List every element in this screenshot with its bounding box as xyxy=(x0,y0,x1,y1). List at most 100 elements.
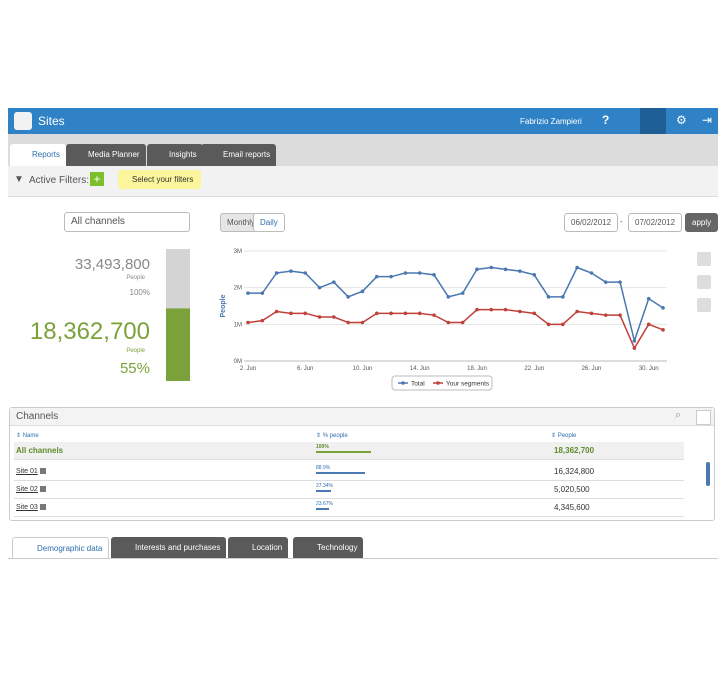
channel-select[interactable]: All channels xyxy=(64,212,190,232)
channel-name[interactable]: Site 03 xyxy=(16,504,38,511)
data-point xyxy=(260,318,265,323)
list-icon[interactable] xyxy=(696,410,711,425)
column-name: Name xyxy=(22,433,39,439)
add-filter[interactable]: + xyxy=(90,172,104,186)
table-row: Site 01 88.9% 16,324,800 xyxy=(14,463,684,481)
data-point xyxy=(446,295,451,299)
column-header[interactable]: ⇕ Name xyxy=(16,433,39,439)
data-point xyxy=(575,265,579,270)
print-icon[interactable] xyxy=(697,252,711,266)
period-button[interactable]: Daily xyxy=(253,213,285,232)
data-point xyxy=(518,269,522,273)
data-point xyxy=(546,295,551,299)
data-point xyxy=(503,307,508,312)
column-header[interactable]: ⇕ People xyxy=(551,433,577,439)
settings-icon[interactable]: ⚙ xyxy=(676,113,687,127)
column-name: % people xyxy=(322,433,348,439)
date-to[interactable]: 07/02/2012 xyxy=(628,213,682,232)
data-point xyxy=(589,271,594,275)
channel-name[interactable]: Site 02 xyxy=(16,486,38,493)
tab[interactable]: Insights xyxy=(147,144,203,166)
total-share: 100% xyxy=(129,288,150,297)
x-tick-label: 22. Jun xyxy=(524,366,544,372)
percent-bar xyxy=(316,451,371,453)
data-point xyxy=(532,273,537,277)
help-icon[interactable]: ? xyxy=(602,113,610,127)
date-from[interactable]: 06/02/2012 xyxy=(564,213,618,232)
data-point xyxy=(460,320,465,325)
expand-icon xyxy=(40,486,46,492)
channel-name[interactable]: All channels xyxy=(16,446,64,455)
bottom-tab[interactable]: Demographic data xyxy=(12,537,110,559)
percent-label: 88.9% xyxy=(316,465,331,471)
column-name: People xyxy=(557,433,577,439)
bottom-tab[interactable]: Interests and purchases xyxy=(111,537,227,558)
export-icon[interactable] xyxy=(697,298,711,312)
data-point xyxy=(532,311,537,316)
apply-button[interactable]: apply xyxy=(685,213,719,232)
data-point xyxy=(403,311,408,316)
logout-icon[interactable]: ⇥ xyxy=(702,113,713,127)
y-tick-label: 2M xyxy=(234,286,242,292)
data-point xyxy=(503,267,508,272)
data-point xyxy=(575,309,579,314)
x-tick-label: 2. Jun xyxy=(240,366,256,372)
scrollbar[interactable] xyxy=(706,462,710,486)
people-value: 16,324,800 xyxy=(554,467,595,476)
bottom-panel xyxy=(8,558,718,573)
mail-icon[interactable] xyxy=(697,275,711,289)
data-point xyxy=(475,307,479,312)
bottom-tab[interactable]: Location xyxy=(228,537,289,558)
data-point xyxy=(246,291,250,295)
y-axis-title: People xyxy=(220,294,227,317)
data-point xyxy=(661,328,665,332)
legend-marker xyxy=(436,381,440,385)
x-tick-label: 18. Jun xyxy=(467,366,487,372)
filter-bar: ▼ Active Filters: + Select your filters xyxy=(8,166,718,197)
gauge-fill xyxy=(166,308,190,381)
data-point xyxy=(661,306,665,310)
data-point xyxy=(346,320,350,325)
data-point xyxy=(632,346,637,350)
data-point xyxy=(603,313,608,317)
data-point xyxy=(546,322,551,327)
share-gauge xyxy=(166,249,190,381)
panel-title: Channels xyxy=(16,411,59,422)
data-point xyxy=(317,315,322,319)
y-tick-label: 1M xyxy=(234,322,242,328)
tab[interactable]: Media Planner xyxy=(66,144,146,166)
filter-icon: ▼ xyxy=(14,174,24,185)
data-point xyxy=(317,285,322,290)
data-point xyxy=(589,311,594,316)
profile-icon[interactable] xyxy=(640,108,666,134)
panel-header xyxy=(10,408,714,426)
expand-icon xyxy=(40,468,46,474)
tab[interactable]: Email reports xyxy=(201,144,277,166)
data-point xyxy=(289,269,293,273)
tab[interactable]: Reports xyxy=(10,144,67,166)
x-tick-label: 30. Jun xyxy=(639,366,659,372)
data-point xyxy=(332,280,336,284)
channel-name[interactable]: Site 01 xyxy=(16,468,38,475)
bottom-tab[interactable]: Technology xyxy=(293,537,364,558)
total-unit: People xyxy=(126,275,145,281)
data-point xyxy=(360,289,365,294)
search-icon[interactable]: ⌕ xyxy=(675,409,682,421)
filter-hint[interactable]: Select your filters xyxy=(118,170,202,189)
data-point xyxy=(432,313,436,317)
data-point xyxy=(332,315,336,319)
data-point xyxy=(489,265,494,270)
app-title: Sites xyxy=(38,114,65,128)
data-point xyxy=(289,311,293,316)
user-name[interactable]: Fabrizio Zampieri xyxy=(520,117,582,126)
column-header[interactable]: ⇕ % people xyxy=(316,433,348,439)
data-point xyxy=(446,320,451,325)
data-point xyxy=(489,307,494,312)
data-point xyxy=(303,271,308,275)
series-line xyxy=(248,266,664,344)
data-point xyxy=(374,274,379,279)
data-point xyxy=(303,311,308,316)
data-point xyxy=(260,291,265,295)
percent-label: 23.67% xyxy=(316,501,333,507)
table-row: Site 02 27.34% 5,020,500 xyxy=(14,481,684,499)
